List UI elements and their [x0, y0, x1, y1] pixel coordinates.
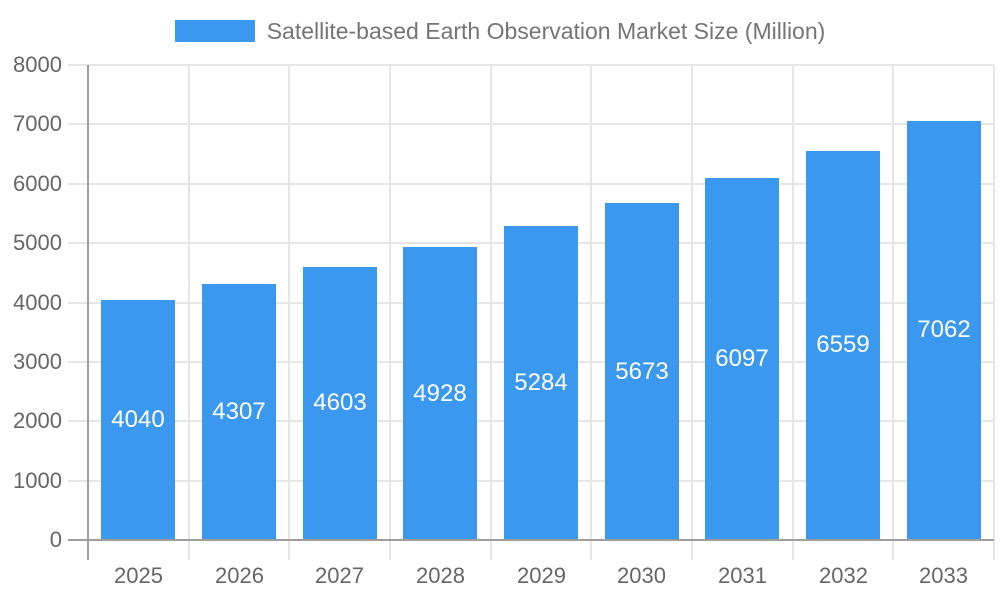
x-gridline	[389, 65, 391, 540]
legend-swatch-icon	[174, 20, 255, 42]
x-tick	[590, 540, 592, 560]
legend-label: Satellite-based Earth Observation Market…	[266, 17, 826, 44]
x-tick	[993, 540, 995, 560]
y-tick-label: 8000	[13, 52, 62, 77]
bar-value-label: 7062	[917, 316, 971, 343]
x-tick	[490, 540, 492, 560]
bar-value-label: 5673	[615, 358, 669, 385]
legend[interactable]: Satellite-based Earth Observation Market…	[0, 16, 1000, 46]
y-gridline	[88, 123, 994, 125]
y-axis-line	[87, 65, 89, 540]
y-tick-label: 2000	[13, 408, 62, 433]
bar-2033[interactable]	[907, 121, 981, 539]
y-gridline	[88, 64, 994, 66]
bar-value-label: 5284	[514, 369, 568, 396]
x-tick	[188, 540, 190, 560]
bar-value-label: 4603	[313, 389, 367, 416]
bar-2029[interactable]	[504, 226, 578, 539]
y-tick	[68, 64, 88, 66]
bar-2028[interactable]	[403, 247, 477, 539]
bar-2032[interactable]	[806, 151, 880, 539]
bar-value-label: 6097	[715, 345, 769, 372]
x-tick-label: 2032	[819, 563, 868, 588]
x-gridline	[288, 65, 290, 540]
y-tick	[68, 183, 88, 185]
x-gridline	[188, 65, 190, 540]
x-tick	[792, 540, 794, 560]
x-tick-label: 2028	[416, 563, 465, 588]
y-tick	[68, 361, 88, 363]
bar-value-label: 4928	[413, 380, 467, 407]
x-tick-label: 2025	[114, 563, 163, 588]
x-gridline	[892, 65, 894, 540]
bar-2027[interactable]	[303, 267, 377, 539]
x-gridline	[490, 65, 492, 540]
bar-2026[interactable]	[202, 284, 276, 539]
x-axis-line	[88, 539, 994, 541]
x-gridline	[691, 65, 693, 540]
x-tick	[87, 540, 89, 560]
x-tick	[389, 540, 391, 560]
x-gridline	[590, 65, 592, 540]
y-tick-label: 5000	[13, 230, 62, 255]
y-tick-label: 4000	[13, 290, 62, 315]
y-gridline	[88, 183, 994, 185]
x-tick-label: 2033	[919, 563, 968, 588]
bar-value-label: 4040	[111, 406, 165, 433]
y-tick-label: 7000	[13, 111, 62, 136]
x-tick-label: 2029	[517, 563, 566, 588]
bar-2025[interactable]	[101, 300, 175, 539]
bar-value-label: 4307	[212, 398, 266, 425]
y-tick	[68, 242, 88, 244]
bar-2031[interactable]	[705, 178, 779, 539]
x-tick-label: 2031	[718, 563, 767, 588]
y-tick	[68, 480, 88, 482]
x-tick-label: 2027	[315, 563, 364, 588]
x-tick-label: 2026	[215, 563, 264, 588]
y-tick-label: 6000	[13, 171, 62, 196]
x-tick-label: 2030	[617, 563, 666, 588]
x-tick	[288, 540, 290, 560]
x-tick	[892, 540, 894, 560]
x-gridline	[993, 65, 995, 540]
x-gridline	[792, 65, 794, 540]
y-tick	[68, 539, 88, 541]
bar-2030[interactable]	[605, 203, 679, 539]
y-tick	[68, 302, 88, 304]
y-tick-label: 0	[49, 527, 62, 552]
y-tick	[68, 123, 88, 125]
bar-value-label: 6559	[816, 331, 870, 358]
y-tick-label: 1000	[13, 468, 62, 493]
y-tick-label: 3000	[13, 349, 62, 374]
x-tick	[691, 540, 693, 560]
y-tick	[68, 420, 88, 422]
